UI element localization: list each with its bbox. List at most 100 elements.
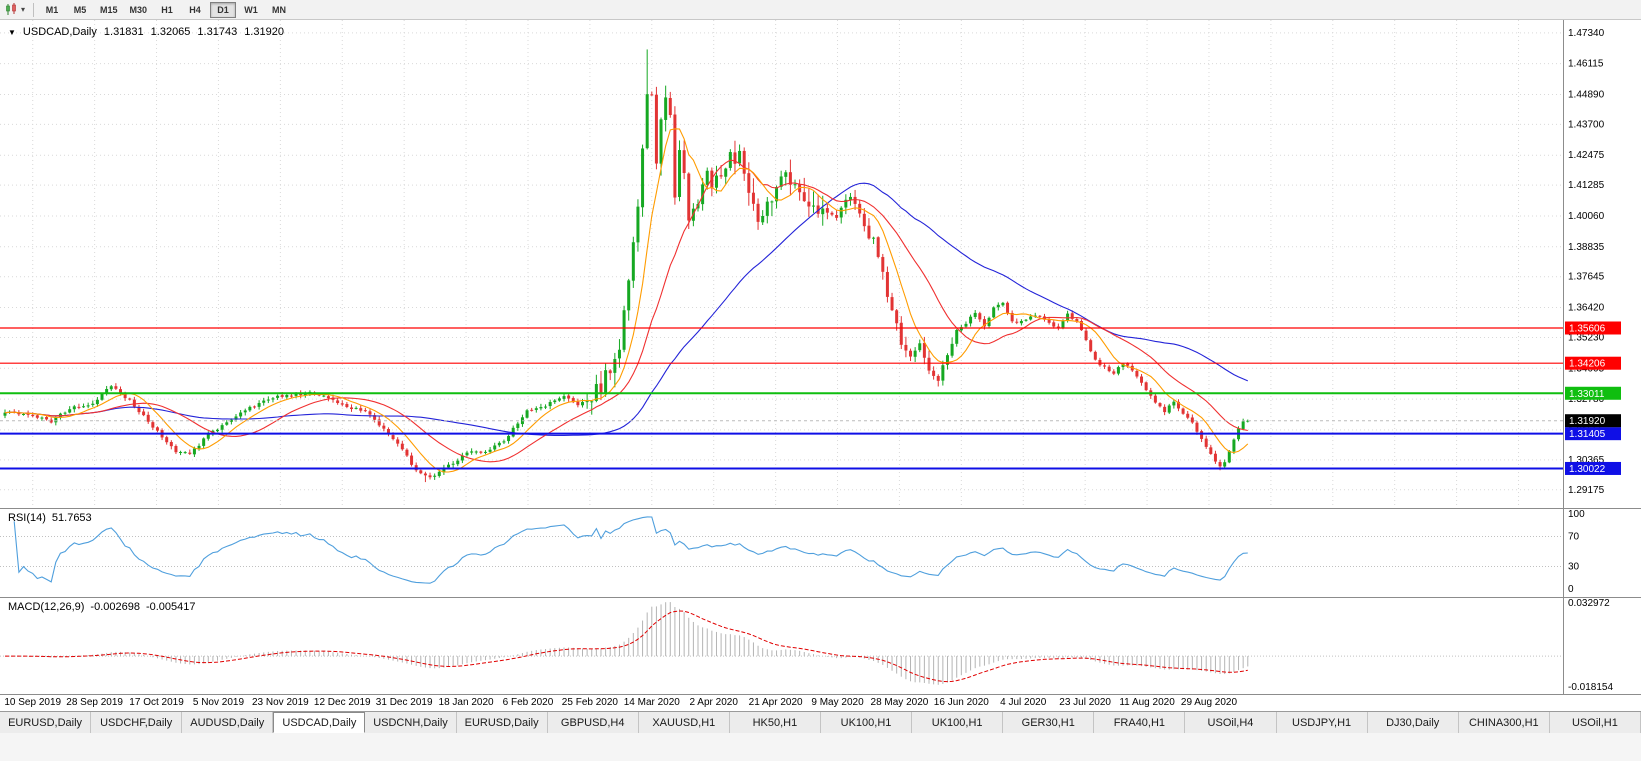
svg-text:-0.018154: -0.018154 <box>1568 682 1613 693</box>
svg-text:30: 30 <box>1568 562 1580 573</box>
svg-text:100: 100 <box>1568 509 1585 520</box>
rsi-panel: RSI(14) 51.7653 100 70 30 0 <box>0 508 1641 597</box>
timeframe-button-h1[interactable]: H1 <box>154 2 180 18</box>
time-axis-label: 2 Apr 2020 <box>689 697 738 708</box>
timeframe-buttons: M1 M5 M15 M30 H1 H4 D1 W1 MN <box>39 1 292 18</box>
rsi-line <box>13 516 1248 584</box>
chart-tab-usdcad-daily-3[interactable]: USDCAD,Daily <box>273 712 366 733</box>
toolbar-separator <box>33 2 35 17</box>
svg-text:1.31920: 1.31920 <box>1569 416 1606 427</box>
macd-panel: MACD(12,26,9) -0.002698 -0.005417 0.0329… <box>0 597 1641 694</box>
timeframe-button-m15[interactable]: M15 <box>95 2 123 18</box>
chart-title-low: 1.31743 <box>197 26 238 38</box>
svg-text:1.44890: 1.44890 <box>1568 89 1605 100</box>
time-axis-label: 23 Nov 2019 <box>251 697 309 708</box>
timeframe-button-m1[interactable]: M1 <box>39 2 65 18</box>
chart-tabbar: EURUSD,Daily USDCHF,Daily AUDUSD,Daily USDC… <box>0 711 1641 733</box>
time-axis-label: 9 May 2020 <box>811 697 864 708</box>
chart-tab-usdcnh-daily-4[interactable]: USDCNH,Daily <box>365 712 457 733</box>
chart-tab-uk100-h1-10[interactable]: UK100,H1 <box>912 712 1004 733</box>
svg-text:1.47340: 1.47340 <box>1568 28 1605 39</box>
collapse-arrow-icon[interactable]: ▼ <box>8 27 16 37</box>
timeframe-button-d1[interactable]: D1 <box>210 1 237 18</box>
chart-tab-audusd-daily-2[interactable]: AUDUSD,Daily <box>182 712 274 733</box>
chart-tab-china300-h1-16[interactable]: CHINA300,H1 <box>1458 712 1550 733</box>
chart-tab-ger30-h1-11[interactable]: GER30,H1 <box>1003 712 1095 733</box>
ma-50-line <box>4 182 1249 436</box>
time-axis-label: 14 Mar 2020 <box>623 697 680 708</box>
time-axis-label: 17 Oct 2019 <box>129 697 184 708</box>
price-axis-badge <box>1565 461 1621 475</box>
rsi-label: RSI(14) 51.7653 <box>8 512 92 524</box>
time-axis-label: 11 Aug 2020 <box>1119 697 1175 708</box>
svg-text:1.43700: 1.43700 <box>1568 119 1605 130</box>
svg-text:1.33011: 1.33011 <box>1569 389 1605 400</box>
time-axis-label: 16 Jun 2020 <box>933 697 989 708</box>
chart-title-open: 1.31831 <box>103 26 144 38</box>
time-axis[interactable]: 10 Sep 2019 28 Sep 2019 17 Oct 2019 5 Nov 2… <box>0 694 1641 711</box>
svg-text:70: 70 <box>1568 532 1580 543</box>
chart-tab-usdjpy-h1-14[interactable]: USDJPY,H1 <box>1276 712 1368 733</box>
price-axis-badge <box>1565 321 1621 335</box>
svg-text:1.34206: 1.34206 <box>1569 359 1606 370</box>
price-panel: ▼ USDCAD,Daily 1.31831 1.32065 1.31743 1… <box>0 20 1641 508</box>
rsi-indicator-value: 51.7653 <box>51 512 92 524</box>
time-axis-label: 6 Feb 2020 <box>502 697 554 708</box>
svg-text:1.37645: 1.37645 <box>1568 272 1605 283</box>
chart-tab-uk100-h1-9[interactable]: UK100,H1 <box>820 712 913 733</box>
ma-8-line <box>4 128 1249 473</box>
rsi-chart-canvas[interactable]: 100 70 30 0 <box>0 508 1641 597</box>
chart-tab-dj30-daily-15[interactable]: DJ30,Daily <box>1367 712 1459 733</box>
time-axis-label: 25 Feb 2020 <box>561 697 618 708</box>
svg-text:1.29175: 1.29175 <box>1568 485 1605 496</box>
chart-tab-fra40-h1-12[interactable]: FRA40,H1 <box>1094 712 1186 733</box>
chart-title-high: 1.32065 <box>150 26 191 38</box>
macd-main-value: -0.002698 <box>90 601 140 613</box>
svg-text:1.30365: 1.30365 <box>1568 455 1605 466</box>
timeframe-button-m5[interactable]: M5 <box>67 2 93 18</box>
grid-layer <box>0 20 1563 508</box>
svg-text:1.40060: 1.40060 <box>1568 211 1605 222</box>
timeframe-button-h4[interactable]: H4 <box>182 2 208 18</box>
time-axis-label: 29 Aug 2020 <box>1180 697 1238 708</box>
macd-label: MACD(12,26,9) -0.002698 -0.005417 <box>8 601 196 613</box>
chart-tab-hk50-h1-8[interactable]: HK50,H1 <box>729 712 821 733</box>
price-chart-canvas[interactable]: 1.47340 1.46115 1.44890 1.43700 1.42475 1.412… <box>0 20 1641 508</box>
macd-histogram <box>9 602 1249 685</box>
chart-tab-xauusd-h1-7[interactable]: XAUUSD,H1 <box>638 712 730 733</box>
chart-tab-usoil-h1-17[interactable]: USOil,H1 <box>1549 712 1641 733</box>
timeframe-button-m30[interactable]: M30 <box>125 2 153 18</box>
chart-tab-eurusd-daily-0[interactable]: EURUSD,Daily <box>0 712 92 733</box>
svg-text:1.38835: 1.38835 <box>1568 242 1605 253</box>
svg-text:1.36420: 1.36420 <box>1568 303 1605 314</box>
price-axis-badge <box>1565 356 1621 370</box>
svg-text:1.31405: 1.31405 <box>1569 429 1606 440</box>
time-axis-label: 10 Sep 2019 <box>4 697 62 708</box>
svg-text:1.46115: 1.46115 <box>1568 59 1604 70</box>
chart-title-symbol: USDCAD,Daily <box>22 26 97 38</box>
time-axis-label: 18 Jan 2020 <box>438 697 494 708</box>
chart-type-dropdown-caret[interactable]: ▾ <box>21 5 26 14</box>
chart-title: ▼ USDCAD,Daily 1.31831 1.32065 1.31743 1… <box>8 26 284 38</box>
macd-signal-value: -0.005417 <box>145 601 196 613</box>
time-axis-label: 28 May 2020 <box>870 697 929 708</box>
chart-tab-usdchf-daily-1[interactable]: USDCHF,Daily <box>91 712 183 733</box>
svg-text:0.032972: 0.032972 <box>1568 598 1610 609</box>
time-axis-label: 23 Jul 2020 <box>1059 697 1111 708</box>
macd-chart-canvas[interactable]: 0.032972 -0.018154 <box>0 597 1641 694</box>
chart-tab-eurusd-daily-5[interactable]: EURUSD,Daily <box>456 712 548 733</box>
time-axis-label: 28 Sep 2019 <box>66 697 123 708</box>
window-bottom-strip <box>0 733 1641 761</box>
chart-tab-gbpusd-h4-6[interactable]: GBPUSD,H4 <box>547 712 639 733</box>
svg-text:1.30022: 1.30022 <box>1569 464 1606 475</box>
chart-title-close: 1.31920 <box>244 26 284 38</box>
price-axis-badge <box>1565 414 1621 428</box>
timeframe-button-mn[interactable]: MN <box>266 2 292 18</box>
timeframe-button-w1[interactable]: W1 <box>238 2 264 18</box>
svg-text:1.42475: 1.42475 <box>1568 150 1605 161</box>
time-axis-label: 31 Dec 2019 <box>375 697 433 708</box>
chart-tab-usoil-h4-13[interactable]: USOil,H4 <box>1185 712 1277 733</box>
time-axis-label: 12 Dec 2019 <box>313 697 371 708</box>
chart-type-icon[interactable] <box>3 2 21 17</box>
